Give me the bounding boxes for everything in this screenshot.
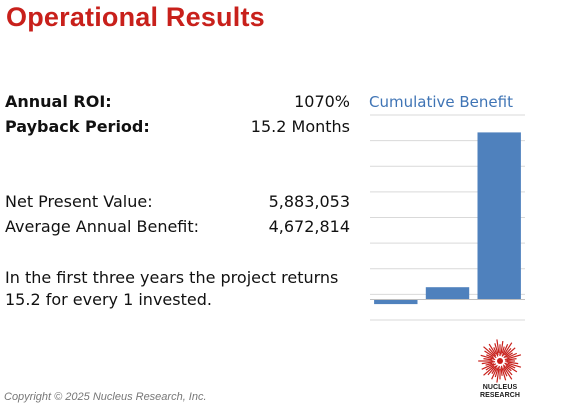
starburst-ray xyxy=(503,366,513,380)
payback-period-row: Payback Period: 15.2 Months xyxy=(5,117,350,139)
logo-text-line-2: RESEARCH xyxy=(479,392,521,399)
summary-text: In the first three years the project ret… xyxy=(5,267,350,311)
starburst-core xyxy=(497,358,503,364)
starburst-ray xyxy=(494,343,499,355)
starburst-ray xyxy=(501,346,505,354)
payback-period-label: Payback Period: xyxy=(5,117,150,136)
starburst-ray xyxy=(500,367,503,376)
nucleus-research-logo: NUCLEUS RESEARCH xyxy=(473,338,527,406)
starburst-ray xyxy=(504,354,522,361)
starburst-ray xyxy=(491,368,498,380)
starburst-ray xyxy=(488,347,497,357)
starburst-ray xyxy=(506,358,517,361)
starburst-ray xyxy=(493,347,499,357)
summary-line-1: In the first three years the project ret… xyxy=(5,268,339,287)
chart-bar-3 xyxy=(477,132,521,300)
starburst-ray xyxy=(485,362,493,366)
starburst-ray xyxy=(503,347,516,359)
starburst-ray xyxy=(507,352,517,359)
copyright-footer: Copyright © 2025 Nucleus Research, Inc. xyxy=(4,391,207,403)
npv-value: 5,883,053 xyxy=(268,192,350,211)
starburst-ray xyxy=(505,364,518,373)
page-title: Operational Results xyxy=(6,2,265,32)
starburst-ray xyxy=(496,339,500,354)
starburst-ray xyxy=(494,367,499,378)
starburst-ray xyxy=(486,354,495,359)
starburst-ray xyxy=(484,350,494,358)
logo-text-line-1: NUCLEUS xyxy=(482,384,518,391)
payback-period-value: 15.2 Months xyxy=(250,117,350,136)
starburst-ray xyxy=(481,363,495,370)
cumulative-benefit-chart: Cumulative Benefit xyxy=(365,90,530,330)
starburst-ray xyxy=(488,343,497,355)
starburst-ray xyxy=(491,364,498,374)
starburst-ray xyxy=(483,358,493,361)
starburst-ray xyxy=(503,342,513,356)
annual-roi-label: Annual ROI: xyxy=(5,92,112,111)
starburst-ray xyxy=(483,346,497,359)
starburst-ray xyxy=(504,347,512,356)
annual-roi-row: Annual ROI: 1070% xyxy=(5,92,350,114)
starburst-ray xyxy=(480,354,496,361)
npv-label: Net Present Value: xyxy=(5,192,153,211)
starburst-ray xyxy=(496,365,500,383)
starburst-ray xyxy=(485,363,497,371)
annual-roi-value: 1070% xyxy=(294,92,350,111)
starburst-ray xyxy=(502,368,508,377)
starburst-ray xyxy=(483,365,495,376)
starburst-ray xyxy=(500,341,504,355)
chart-plot xyxy=(370,114,525,321)
starburst-icon xyxy=(478,339,522,383)
starburst-ray xyxy=(505,352,513,358)
starburst-ray xyxy=(502,364,513,376)
starburst-ray xyxy=(501,344,509,357)
starburst-ray xyxy=(487,365,497,376)
chart-bar-2 xyxy=(425,287,470,300)
starburst-ray xyxy=(505,365,512,372)
npv-row: Net Present Value: 5,883,053 xyxy=(5,192,350,214)
starburst-ray xyxy=(506,361,519,365)
chart-bar-1 xyxy=(374,299,418,305)
average-annual-benefit-row: Average Annual Benefit: 4,672,814 xyxy=(5,217,350,239)
starburst-ray xyxy=(504,362,516,369)
starburst-ray xyxy=(481,361,496,365)
summary-line-2: 15.2 for every 1 invested. xyxy=(5,290,212,309)
starburst-ray xyxy=(500,365,507,381)
average-annual-benefit-value: 4,672,814 xyxy=(268,217,350,236)
chart-title: Cumulative Benefit xyxy=(369,93,513,111)
starburst-ray xyxy=(507,362,522,368)
average-annual-benefit-label: Average Annual Benefit: xyxy=(5,217,200,236)
